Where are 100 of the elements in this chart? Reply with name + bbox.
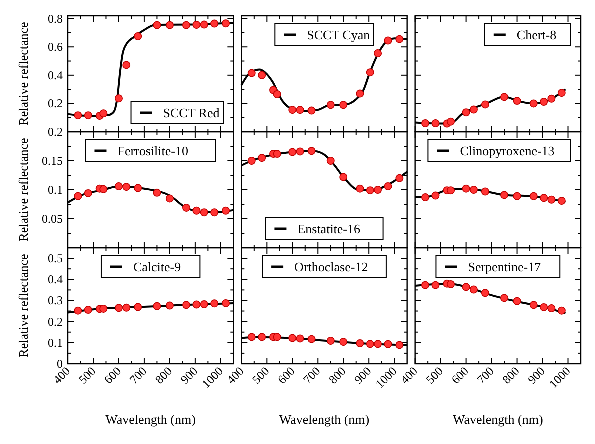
- legend-label: Clinopyroxene-13: [460, 144, 555, 158]
- point: [366, 68, 374, 77]
- point: [288, 148, 297, 156]
- x-tick-label: 700: [126, 364, 150, 387]
- point: [182, 204, 191, 212]
- point: [422, 120, 430, 128]
- point: [447, 280, 456, 288]
- point: [273, 90, 282, 99]
- point: [153, 188, 162, 197]
- point: [432, 192, 440, 200]
- legend-label: SCCT Red: [163, 106, 220, 120]
- x-axis-title: Wavelength (nm): [106, 412, 196, 427]
- y-tick-label: 0.1: [48, 336, 63, 350]
- point: [447, 186, 456, 195]
- point: [470, 106, 478, 114]
- y-tick-label: 0.4: [48, 272, 63, 287]
- y-tick-label: 0: [57, 357, 63, 371]
- point: [134, 32, 142, 41]
- point: [558, 197, 566, 206]
- point: [248, 333, 256, 342]
- x-tick-label: 900: [178, 364, 201, 387]
- point: [530, 301, 538, 310]
- x-tick-label: 500: [423, 364, 446, 387]
- point: [200, 208, 208, 217]
- point: [166, 302, 174, 310]
- point: [248, 157, 256, 165]
- point: [200, 300, 208, 309]
- x-tick-label: 600: [101, 364, 124, 387]
- point: [374, 49, 382, 58]
- point: [114, 304, 123, 312]
- x-tick-label: 500: [250, 364, 272, 387]
- point: [540, 98, 548, 106]
- point: [153, 302, 162, 310]
- point: [210, 300, 219, 308]
- point: [422, 194, 430, 202]
- y-axis-title: Relative reflectance: [16, 138, 31, 242]
- point: [384, 36, 392, 45]
- point: [100, 185, 108, 194]
- y-tick-label: 0.1: [48, 183, 63, 197]
- x-axis-title: Wavelength (nm): [279, 412, 370, 427]
- y-tick-label: 0.05: [42, 212, 63, 226]
- point: [340, 101, 348, 110]
- point: [200, 20, 208, 29]
- point: [100, 304, 108, 313]
- point: [192, 300, 201, 309]
- point: [530, 192, 538, 200]
- point: [308, 106, 316, 115]
- point: [210, 208, 219, 217]
- point: [462, 283, 470, 292]
- x-tick-label: 600: [275, 364, 298, 387]
- point: [210, 20, 219, 28]
- point: [134, 303, 142, 312]
- point: [258, 333, 266, 342]
- point: [296, 106, 304, 114]
- point: [114, 94, 123, 103]
- point: [470, 186, 478, 194]
- y-tick-label: 0.3: [48, 294, 63, 308]
- point: [222, 206, 230, 215]
- point: [396, 341, 404, 350]
- y-tick-label: 0.15: [42, 154, 63, 168]
- point: [481, 100, 490, 109]
- point: [500, 93, 509, 102]
- point: [182, 301, 191, 310]
- point: [166, 21, 174, 30]
- point: [356, 184, 364, 193]
- point: [166, 194, 174, 203]
- point: [288, 106, 297, 114]
- point: [396, 35, 404, 44]
- y-tick-label: 0.2: [48, 96, 63, 111]
- point: [384, 182, 392, 191]
- point: [273, 333, 282, 342]
- point: [326, 101, 335, 110]
- point: [374, 340, 382, 348]
- x-tick-label: 700: [474, 364, 497, 387]
- point: [540, 194, 548, 202]
- point: [447, 118, 456, 126]
- legend-label: SCCT Cyan: [307, 28, 371, 42]
- point: [84, 112, 92, 120]
- point: [513, 97, 522, 106]
- point: [366, 186, 374, 195]
- x-tick-label: 900: [352, 364, 374, 387]
- point: [356, 90, 364, 98]
- point: [540, 303, 548, 312]
- point: [432, 281, 440, 290]
- point: [296, 334, 304, 343]
- point: [326, 157, 335, 165]
- point: [84, 189, 92, 198]
- point: [500, 294, 509, 302]
- point: [222, 20, 230, 28]
- point: [273, 150, 282, 158]
- point: [192, 21, 201, 30]
- legend-label: Orthoclase-12: [294, 260, 368, 274]
- x-axis-title: Wavelength (nm): [453, 412, 544, 427]
- point: [340, 173, 348, 182]
- legend-label: Enstatite-16: [298, 222, 362, 236]
- x-tick-label: 800: [500, 364, 522, 387]
- x-tick-label: 900: [525, 364, 548, 387]
- point: [74, 192, 82, 200]
- point: [308, 147, 316, 156]
- point: [432, 120, 440, 128]
